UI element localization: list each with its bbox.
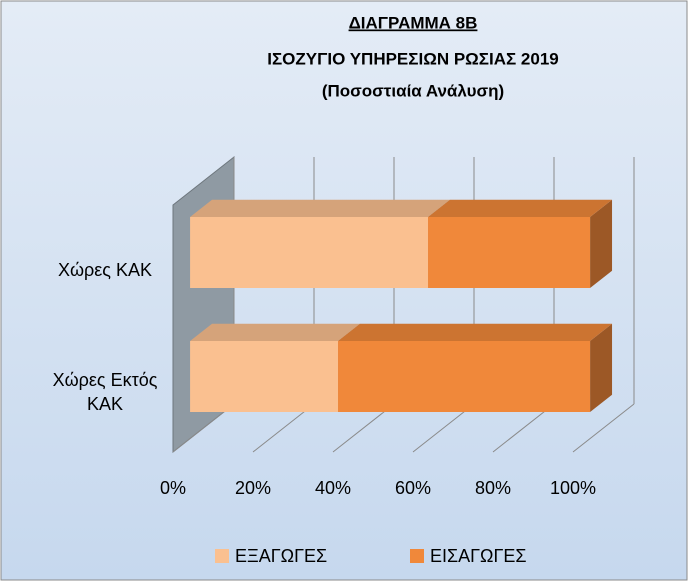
bar-top (338, 323, 613, 341)
x-tick-label: 0% (160, 478, 186, 498)
legend-label: ΕΞΑΓΩΓΕΣ (235, 546, 327, 566)
x-tick-label: 60% (395, 478, 431, 498)
bar-top (190, 323, 361, 341)
x-tick-label: 80% (475, 478, 511, 498)
chart-title: ΔΙΑΓΡΑΜΜΑ 8Β (349, 13, 478, 32)
legend-label: ΕΙΣΑΓΩΓΕΣ (430, 546, 527, 566)
bar (190, 217, 429, 288)
x-tick-label: 100% (550, 478, 596, 498)
bar-side (590, 199, 613, 288)
legend-swatch (410, 549, 424, 563)
chart-subtitle: ΙΣΟΖΥΓΙΟ ΥΠΗΡΕΣΙΩΝ ΡΩΣΙΑΣ 2019 (267, 49, 559, 68)
bar (190, 341, 339, 412)
bar-top (190, 199, 451, 217)
chart-subtitle: (Ποσοστιαία Ανάλυση) (322, 81, 504, 100)
bar-top (428, 199, 613, 217)
bar (338, 341, 591, 412)
x-tick-label: 40% (315, 478, 351, 498)
x-tick-label: 20% (235, 478, 271, 498)
y-tick-label: Χώρες ΚΑΚ (57, 260, 153, 280)
floor-line (572, 403, 635, 453)
y-tick-label: Χώρες Εκτός ΚΑΚ (52, 370, 158, 414)
bar (428, 217, 591, 288)
legend-swatch (215, 549, 229, 563)
bar-side (590, 323, 613, 412)
